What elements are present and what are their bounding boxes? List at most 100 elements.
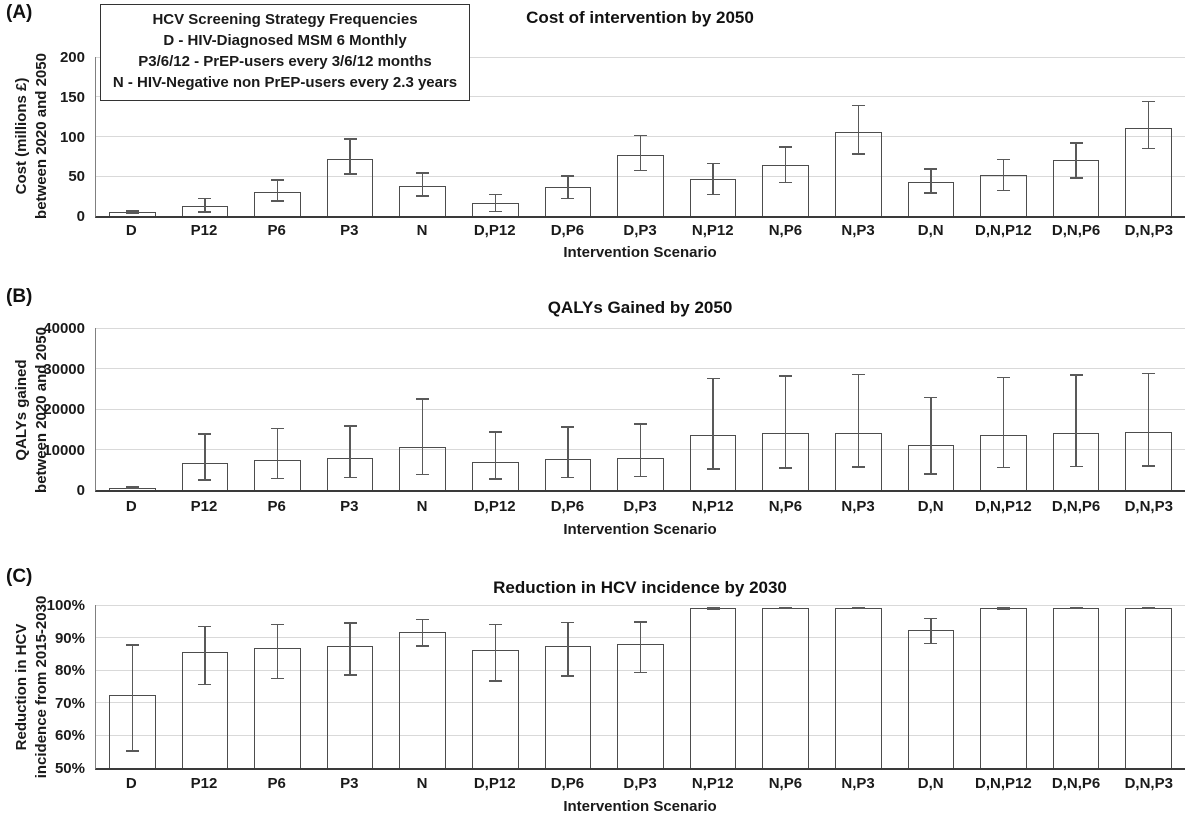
error-bar-stem	[567, 175, 569, 200]
chart-c-title: Reduction in HCV incidence by 2030	[493, 578, 787, 597]
error-bar	[779, 146, 793, 184]
bar-n-p3	[835, 607, 882, 768]
x-tick-label: D,N,P3	[1124, 775, 1173, 792]
x-tick-label: N,P3	[841, 222, 875, 239]
error-bar-stem	[639, 423, 642, 478]
error-bar	[1142, 100, 1156, 150]
error-bar-stem	[857, 373, 860, 468]
chart-b-y-ticks: 0 10000 20000 30000 40000	[38, 320, 90, 499]
error-bar	[198, 625, 212, 686]
error-bar	[779, 606, 793, 610]
error-bar	[271, 427, 284, 480]
error-bar	[851, 104, 865, 155]
bar-n	[399, 631, 446, 768]
error-bar	[924, 168, 938, 195]
x-tick-label: N,P12	[691, 222, 734, 239]
x-tick-label: N,P6	[768, 222, 803, 239]
x-tick-label: N	[416, 498, 428, 515]
panel-cost: (A) Cost of intervention by 2050 Cost (m…	[0, 0, 1200, 274]
error-bar-stem	[1075, 142, 1077, 179]
error-bar	[561, 175, 575, 200]
error-bar-stem	[421, 172, 424, 197]
error-bar	[997, 376, 1010, 469]
gridline	[96, 56, 1185, 58]
error-bar	[125, 644, 139, 752]
y-tick-label: 70%	[54, 694, 85, 712]
error-bar-stem	[276, 623, 279, 680]
y-tick-label: 60%	[54, 727, 85, 745]
panel-a-label: (A)	[6, 2, 33, 23]
error-bar	[706, 162, 720, 196]
chart-a-y-ticks: 0 50 100 150 200	[38, 49, 90, 225]
error-bar-stem	[131, 486, 134, 490]
error-bar	[634, 621, 647, 674]
error-bar-stem	[712, 377, 714, 470]
chart-a-plot-area	[95, 56, 1185, 218]
x-tick-label: D,N,P6	[1051, 775, 1101, 792]
x-tick-label: N,P12	[691, 498, 734, 515]
x-tick-label: D,N	[917, 222, 944, 239]
x-tick-label: D,N,P6	[1051, 222, 1101, 239]
chart-b-x-axis-label: Intervention Scenario	[563, 521, 717, 538]
error-bar-stem	[930, 396, 932, 475]
error-bar	[198, 433, 212, 482]
error-bar-stem	[1147, 606, 1150, 609]
x-tick-label: P3	[340, 775, 359, 792]
bar-d-n-p3	[1125, 607, 1172, 768]
error-bar	[488, 431, 502, 480]
error-bar	[125, 210, 139, 214]
bar-d-n-p6	[1052, 607, 1100, 768]
error-bar	[416, 172, 430, 197]
error-bar-stem	[639, 134, 642, 172]
x-tick-label: D	[125, 222, 137, 239]
gridline	[96, 368, 1185, 369]
x-tick-label: D,P12	[473, 775, 516, 792]
error-bar-stem	[1002, 376, 1005, 469]
error-bar-stem	[204, 197, 206, 213]
error-bar	[1069, 374, 1083, 468]
error-bar	[343, 425, 357, 479]
bar-d-n-p12	[980, 608, 1027, 768]
chart-a-title: Cost of intervention by 2050	[526, 8, 754, 27]
error-bar-stem	[494, 623, 497, 682]
x-tick-label: P6	[267, 222, 286, 239]
x-tick-label: D,P6	[550, 498, 585, 515]
x-tick-label: N,P6	[768, 775, 803, 792]
error-bar-stem	[276, 427, 279, 480]
error-bar-stem	[421, 618, 424, 647]
error-bar-stem	[639, 621, 642, 674]
error-bar-stem	[1147, 100, 1150, 150]
error-bar-stem	[784, 146, 787, 184]
error-bar	[1142, 606, 1156, 610]
error-bar	[561, 426, 575, 479]
error-bar	[416, 398, 430, 476]
error-bar-stem	[1002, 158, 1005, 192]
y-tick-label: 30000	[43, 360, 85, 378]
y-tick-label: 20000	[43, 401, 85, 418]
x-tick-label: P12	[190, 222, 218, 239]
x-tick-label: N	[416, 222, 428, 239]
error-bar-stem	[349, 425, 351, 479]
y-tick-label: 40000	[43, 320, 85, 337]
error-bar-stem	[131, 210, 134, 214]
x-tick-label: D	[125, 775, 137, 792]
gridline	[96, 175, 1185, 177]
error-bar	[343, 138, 357, 175]
x-tick-label: P6	[267, 498, 286, 515]
error-bar-stem	[421, 398, 424, 476]
error-bar-stem	[712, 607, 714, 610]
error-bar-stem	[131, 644, 134, 752]
chart-c-x-axis-label: Intervention Scenario	[563, 798, 717, 815]
error-bar-stem	[930, 168, 932, 194]
y-tick-label: 50%	[54, 760, 85, 777]
error-bar	[997, 607, 1010, 610]
error-bar-stem	[567, 426, 569, 479]
x-tick-label: D,N	[917, 498, 944, 515]
error-bar	[488, 623, 502, 683]
error-bar	[851, 373, 865, 468]
error-bar	[706, 377, 720, 470]
chart-a-x-axis-label: Intervention Scenario	[563, 244, 717, 261]
error-bar-stem	[204, 433, 206, 481]
gridline	[96, 96, 1185, 98]
